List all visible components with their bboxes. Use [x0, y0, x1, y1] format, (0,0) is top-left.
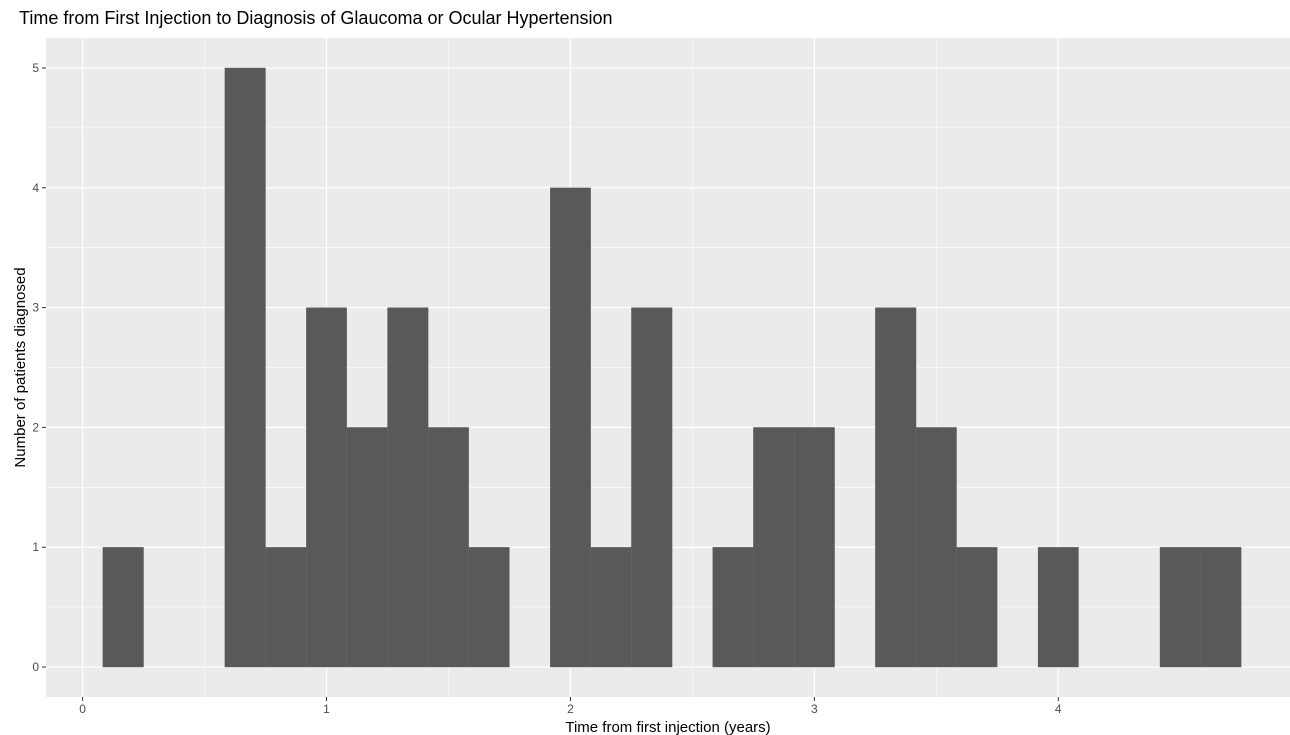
y-axis: 0 1 2 3 4 5	[32, 61, 46, 674]
y-tick-label: 2	[32, 420, 39, 434]
histogram-bar	[957, 547, 998, 667]
histogram-bar	[306, 308, 346, 667]
histogram-bar	[103, 547, 144, 667]
x-axis-title: Time from first injection (years)	[565, 719, 770, 735]
histogram-bar	[225, 68, 266, 667]
histogram-bar	[591, 547, 632, 667]
histogram-bar	[631, 308, 672, 667]
x-tick-label: 2	[567, 702, 574, 716]
histogram-bar	[875, 308, 916, 667]
histogram-bar	[550, 188, 590, 667]
x-tick-label: 1	[323, 702, 330, 716]
y-tick-label: 5	[32, 61, 39, 75]
y-tick-label: 0	[32, 660, 39, 674]
histogram-bar	[347, 427, 388, 667]
histogram-bar	[387, 308, 428, 667]
histogram-bar	[713, 547, 754, 667]
histogram-bar	[753, 427, 794, 667]
histogram-bar	[469, 547, 510, 667]
x-tick-label: 0	[79, 702, 86, 716]
histogram-bar	[794, 427, 834, 667]
y-axis-title: Number of patients diagnosed	[12, 267, 29, 467]
histogram-bar	[1160, 547, 1200, 667]
x-tick-label: 4	[1055, 702, 1062, 716]
histogram-bar	[1038, 547, 1078, 667]
histogram-bar	[428, 427, 468, 667]
y-tick-label: 1	[32, 540, 39, 554]
y-tick-label: 4	[32, 181, 39, 195]
y-tick-label: 3	[32, 301, 39, 315]
histogram-bar	[916, 427, 956, 667]
x-tick-label: 3	[811, 702, 818, 716]
x-axis: 0 1 2 3 4	[79, 697, 1062, 716]
histogram-bar	[266, 547, 307, 667]
histogram-bar	[1200, 547, 1241, 667]
